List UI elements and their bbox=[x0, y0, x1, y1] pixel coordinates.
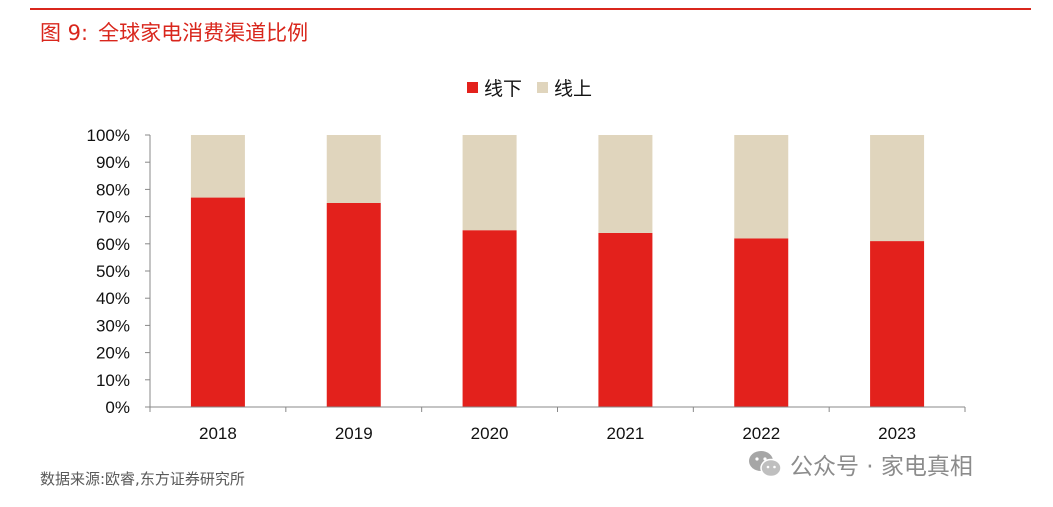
chart-bars bbox=[190, 135, 925, 407]
bar-segment bbox=[462, 135, 517, 231]
y-tick-label: 10% bbox=[96, 371, 130, 390]
y-tick-label: 50% bbox=[96, 262, 130, 281]
y-tick-label: 20% bbox=[96, 344, 130, 363]
bar-segment bbox=[190, 197, 245, 407]
legend-swatch bbox=[537, 82, 548, 93]
figure-title-text: 全球家电消费渠道比例 bbox=[98, 21, 309, 45]
y-tick-label: 100% bbox=[87, 126, 130, 145]
y-tick-label: 60% bbox=[96, 235, 130, 254]
bar-segment bbox=[598, 135, 653, 233]
x-tick-label: 2022 bbox=[742, 424, 780, 443]
x-tick-label: 2018 bbox=[199, 424, 237, 443]
x-tick-label: 2021 bbox=[607, 424, 645, 443]
wechat-icon bbox=[749, 451, 782, 478]
bar-segment bbox=[326, 203, 381, 407]
chart-legend: 线下 线上 bbox=[467, 78, 592, 100]
x-tick-label: 2023 bbox=[878, 424, 916, 443]
bar-segment bbox=[734, 135, 789, 239]
bar-segment bbox=[598, 232, 653, 407]
figure-title: 图 9: 全球家电消费渠道比例 bbox=[40, 18, 318, 48]
chart-axes: 0% 10% 20% 30% 40% 50% 60% 70% 80% 90% 100% 2018 201… bbox=[87, 126, 966, 443]
x-tick-label: 2019 bbox=[335, 424, 373, 443]
bar-segment bbox=[734, 238, 789, 407]
watermark-text: 公众号 · 家电真相 bbox=[790, 454, 973, 480]
y-tick-label: 90% bbox=[96, 153, 130, 172]
y-tick-label: 0% bbox=[105, 398, 130, 417]
source-note: 数据来源:欧睿,东方证券研究所 bbox=[40, 470, 245, 488]
y-tick-label: 30% bbox=[96, 316, 130, 335]
x-tick-label: 2020 bbox=[471, 424, 509, 443]
legend-swatch bbox=[467, 82, 478, 93]
bar-segment bbox=[462, 230, 517, 407]
bar-segment bbox=[190, 135, 245, 198]
legend-label: 线上 bbox=[554, 78, 592, 100]
figure-label: 图 9: bbox=[40, 21, 89, 45]
legend-label: 线下 bbox=[484, 78, 522, 100]
top-rule bbox=[30, 8, 1031, 10]
watermark: 公众号 · 家电真相 bbox=[748, 447, 973, 481]
bar-segment bbox=[870, 135, 925, 242]
y-tick-label: 40% bbox=[96, 289, 130, 308]
y-tick-label: 80% bbox=[96, 180, 130, 199]
bar-segment bbox=[326, 135, 381, 203]
y-tick-label: 70% bbox=[96, 208, 130, 227]
bar-segment bbox=[870, 241, 925, 407]
